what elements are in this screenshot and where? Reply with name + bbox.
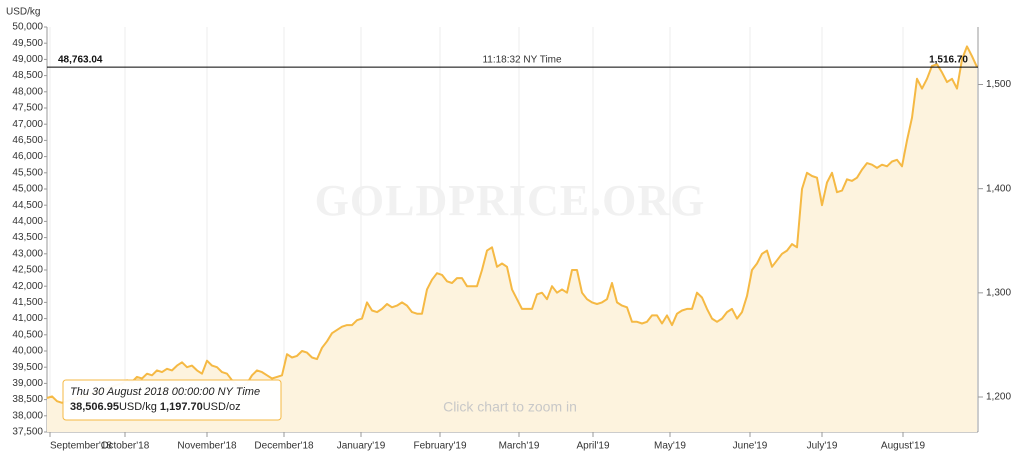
- y-tick-label: 48,000: [12, 86, 43, 97]
- current-price-oz: 1,516.70: [929, 55, 968, 66]
- x-tick-label: February'19: [413, 441, 466, 452]
- tooltip-oz-price: 1,197.70: [160, 401, 203, 413]
- price-line: [46, 45, 978, 404]
- y-tick-label: 38,000: [12, 410, 43, 421]
- current-price-kg: 48,763.04: [58, 55, 103, 66]
- area: [47, 46, 977, 433]
- x-tick-label: July'19: [807, 441, 838, 452]
- x-tick-label: June'19: [733, 441, 768, 452]
- y-tick-label: 49,500: [12, 38, 43, 49]
- y-tick-label: 41,000: [12, 313, 43, 324]
- y-tick-label: 44,000: [12, 216, 43, 227]
- y-tick-label: 41,500: [12, 297, 43, 308]
- y-tick-label: 45,500: [12, 167, 43, 178]
- y-tick-label: 47,000: [12, 119, 43, 130]
- x-tick-label: January'19: [337, 441, 386, 452]
- tooltip: Thu 30 August 2018 00:00:00 NY Time 38,5…: [62, 379, 282, 421]
- current-time: 11:18:32 NY Time: [482, 55, 562, 66]
- watermark: GOLDPRICE.ORG: [315, 176, 706, 225]
- x-tick-label: April'19: [576, 441, 609, 452]
- tooltip-kg-price: 38,506.95: [70, 401, 119, 413]
- y-tick-label: 45,000: [12, 184, 43, 195]
- y-tick-label: 46,000: [12, 151, 43, 162]
- tooltip-date: Thu 30 August 2018 00:00:00 NY Time: [70, 386, 260, 398]
- tooltip-oz-unit: USD/oz: [203, 401, 241, 413]
- y2-tick-label: 1,500: [986, 79, 1011, 90]
- x-tick-label: March'19: [499, 441, 540, 452]
- y2-tick-label: 1,300: [986, 287, 1011, 298]
- tooltip-box: [62, 379, 282, 421]
- y-tick-label: 40,000: [12, 346, 43, 357]
- y-tick-label: 39,500: [12, 362, 43, 373]
- y-tick-label: 48,500: [12, 70, 43, 81]
- y-tick-label: 42,000: [12, 281, 43, 292]
- y-axis-label: USD/kg: [6, 7, 40, 18]
- y-tick-label: 40,500: [12, 329, 43, 340]
- y2-tick-label: 1,200: [986, 392, 1011, 403]
- x-tick-label: December'18: [254, 441, 314, 452]
- zoom-hint: Click chart to zoom in: [443, 399, 577, 415]
- y-tick-label: 44,500: [12, 200, 43, 211]
- y-tick-label: 50,000: [12, 22, 43, 33]
- tooltip-kg-unit: USD/kg: [119, 401, 157, 413]
- x-tick-label: September'18: [50, 441, 112, 452]
- x-tick-label: May'19: [654, 441, 686, 452]
- y-tick-label: 38,500: [12, 394, 43, 405]
- x-tick-label: October'18: [101, 441, 150, 452]
- y-tick-label: 42,500: [12, 265, 43, 276]
- y-tick-label: 49,000: [12, 54, 43, 65]
- y2-tick-label: 1,400: [986, 183, 1011, 194]
- y-tick-label: 46,500: [12, 135, 43, 146]
- y-tick-label: 37,500: [12, 427, 43, 438]
- tooltip-prices: 38,506.95USD/kg 1,197.70USD/oz: [70, 401, 241, 413]
- y-tick-label: 39,000: [12, 378, 43, 389]
- x-tick-label: August'19: [881, 441, 926, 452]
- y-tick-label: 43,000: [12, 248, 43, 259]
- y-tick-label: 47,500: [12, 103, 43, 114]
- y-tick-label: 43,500: [12, 232, 43, 243]
- x-tick-label: November'18: [177, 441, 237, 452]
